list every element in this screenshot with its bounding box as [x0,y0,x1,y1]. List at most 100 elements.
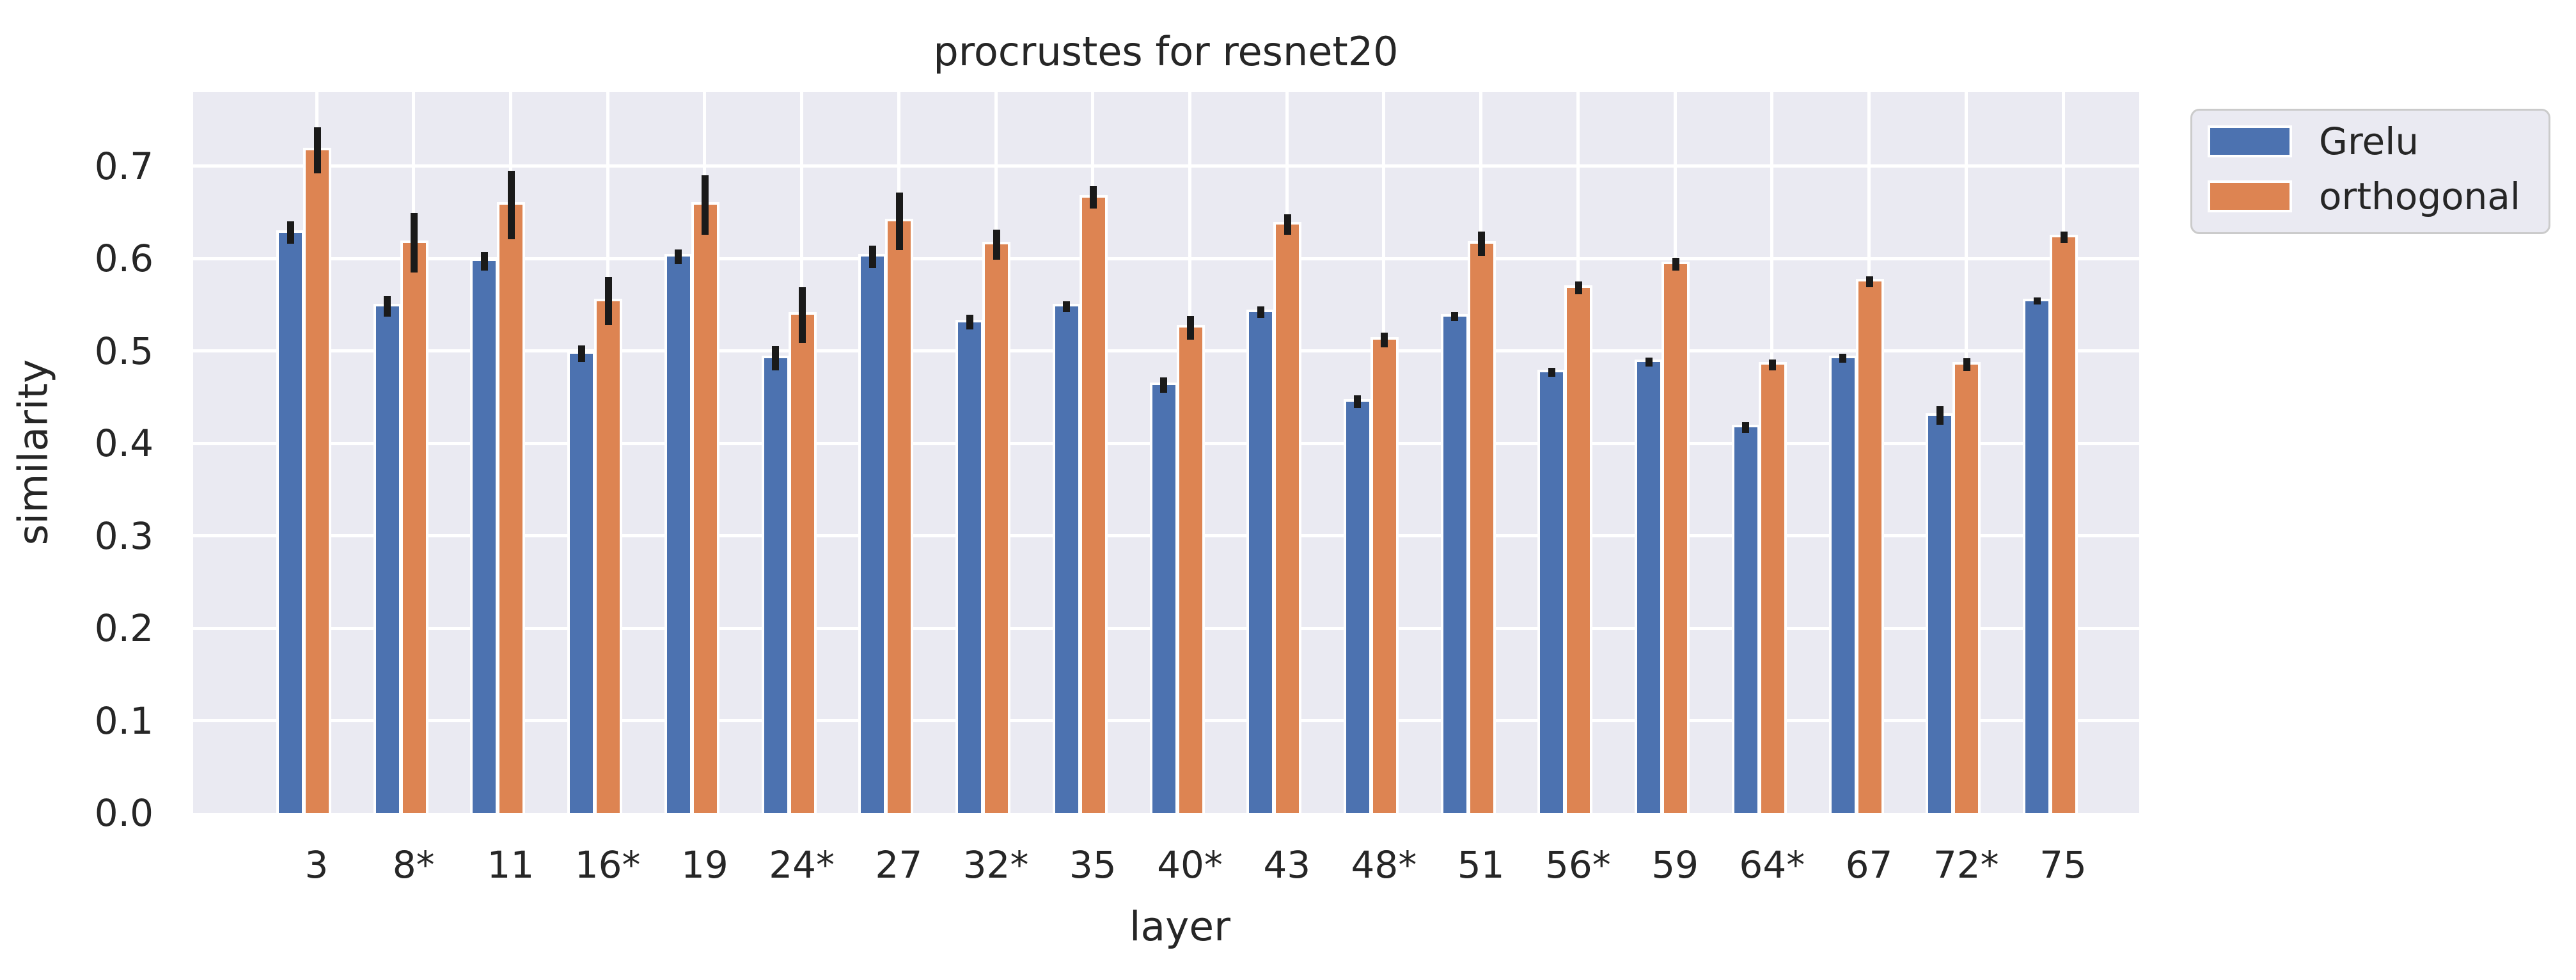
error-bar-orthogonal-24* [799,287,806,343]
error-bar-orthogonal-56* [1575,281,1582,295]
bar-grelu-3 [276,230,304,813]
error-bar-grelu-19 [675,249,682,264]
x-tick-label: 35 [1069,843,1117,887]
y-tick-label: 0.2 [94,606,153,651]
gridline-horizontal [193,164,2139,168]
bar-orthogonal-64* [1758,362,1787,813]
bar-grelu-19 [664,254,693,813]
bar-grelu-56* [1537,369,1566,813]
error-bar-grelu-56* [1548,367,1555,377]
y-tick-label: 0.0 [94,791,153,835]
x-tick-label: 32* [962,843,1029,887]
error-bar-orthogonal-27 [895,193,903,251]
bar-grelu-75 [2023,298,2051,813]
bar-grelu-40* [1149,383,1178,813]
legend-item-grelu: Grelu [2208,120,2419,163]
error-bar-grelu-75 [2033,297,2041,305]
error-bar-orthogonal-43 [1284,214,1291,235]
bar-orthogonal-11 [497,202,526,813]
error-bar-grelu-35 [1063,301,1071,312]
error-bar-orthogonal-48* [1381,332,1388,347]
error-bar-grelu-67 [1839,353,1847,363]
x-tick-label: 64* [1739,843,1805,887]
x-axis-label: layer [1129,903,1231,950]
bar-orthogonal-56* [1564,285,1593,813]
bar-grelu-67 [1828,356,1857,813]
error-bar-orthogonal-51 [1478,232,1486,256]
y-tick-label: 0.6 [94,237,153,281]
bar-grelu-11 [470,258,499,813]
error-bar-grelu-59 [1645,357,1653,367]
bar-orthogonal-67 [1855,279,1884,813]
bar-orthogonal-3 [303,148,331,813]
x-tick-label: 8* [392,843,435,887]
legend-item-orthogonal: orthogonal [2208,175,2520,218]
error-bar-grelu-32* [966,315,973,330]
x-tick-label: 48* [1351,843,1417,887]
error-bar-grelu-40* [1160,377,1167,393]
bar-grelu-8* [373,304,402,813]
bar-grelu-16* [567,351,596,813]
error-bar-grelu-16* [577,345,585,362]
x-tick-label: 3 [304,843,329,887]
x-tick-label: 67 [1845,843,1893,887]
bar-orthogonal-72* [1952,362,1981,813]
legend-swatch-grelu [2208,125,2292,157]
error-bar-grelu-51 [1451,312,1459,322]
x-tick-label: 40* [1157,843,1223,887]
error-bar-orthogonal-11 [507,170,515,239]
error-bar-orthogonal-75 [2060,232,2068,243]
y-tick-label: 0.7 [94,144,153,188]
error-bar-grelu-48* [1354,395,1362,409]
error-bar-orthogonal-40* [1187,315,1194,340]
error-bar-orthogonal-59 [1672,257,1679,271]
y-tick-label: 0.4 [94,422,153,466]
y-tick-label: 0.3 [94,514,153,558]
bar-grelu-43 [1246,309,1275,813]
bar-orthogonal-48* [1370,337,1399,813]
x-tick-label: 27 [875,843,923,887]
gridline-horizontal [193,257,2139,260]
x-tick-label: 59 [1651,843,1699,887]
legend-label-grelu: Grelu [2319,120,2419,163]
bar-orthogonal-59 [1661,261,1690,813]
error-bar-orthogonal-3 [313,127,321,174]
error-bar-grelu-24* [772,346,780,370]
bar-orthogonal-8* [400,240,428,813]
bar-grelu-59 [1635,359,1663,813]
error-bar-grelu-72* [1936,406,1944,425]
chart-title: procrustes for resnet20 [933,28,1399,75]
bar-grelu-32* [955,319,984,813]
legend-label-orthogonal: orthogonal [2319,175,2521,218]
x-tick-label: 11 [487,843,535,887]
error-bar-orthogonal-19 [702,175,709,235]
bar-orthogonal-40* [1176,325,1205,813]
plot-area [193,92,2139,813]
x-tick-label: 16* [574,843,641,887]
x-tick-label: 24* [769,843,835,887]
bar-grelu-51 [1440,314,1469,813]
x-tick-label: 19 [680,843,728,887]
bar-orthogonal-27 [885,219,914,813]
bar-orthogonal-32* [982,242,1011,813]
bar-grelu-72* [1926,413,1954,813]
error-bar-orthogonal-8* [411,213,418,273]
bar-grelu-35 [1052,304,1081,813]
bar-orthogonal-43 [1273,221,1302,813]
bar-orthogonal-35 [1079,194,1108,813]
x-tick-label: 72* [1933,843,1999,887]
error-bar-orthogonal-32* [993,230,1000,260]
error-bar-orthogonal-64* [1769,359,1777,370]
legend: Grelu orthogonal [2190,109,2550,234]
bar-grelu-27 [858,254,887,813]
error-bar-grelu-27 [868,245,876,268]
y-tick-label: 0.1 [94,699,153,743]
error-bar-orthogonal-72* [1963,358,1970,372]
x-tick-label: 56* [1544,843,1611,887]
error-bar-grelu-3 [287,221,294,244]
bar-orthogonal-24* [788,312,817,813]
bar-orthogonal-75 [2050,234,2078,813]
error-bar-orthogonal-67 [1866,276,1874,287]
bar-grelu-64* [1731,425,1760,813]
